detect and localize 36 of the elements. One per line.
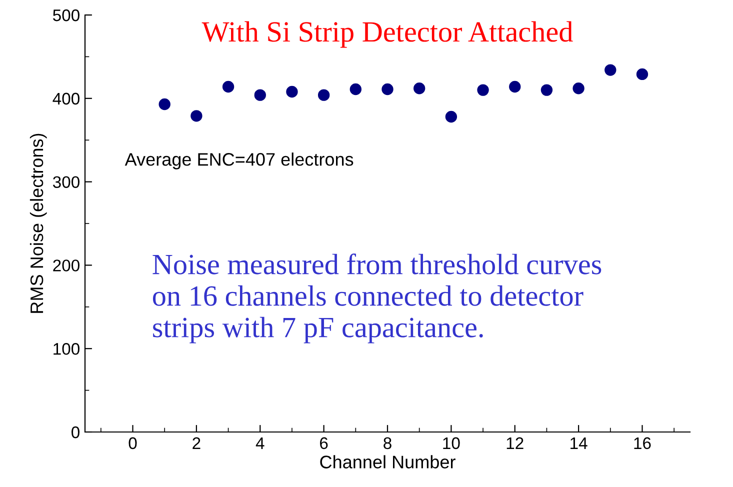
x-axis-title: Channel Number [320, 455, 456, 468]
point [572, 82, 584, 94]
point [509, 80, 521, 93]
point [477, 84, 489, 96]
y-tick-label: 300 [52, 176, 80, 188]
point [190, 110, 202, 122]
point [382, 83, 394, 96]
point [604, 64, 616, 76]
annotation: Noise measured from threshold curves on 16 channels connected to detector strips with 7 pF capacitance. [152, 254, 602, 344]
point [222, 80, 234, 93]
point [445, 110, 458, 123]
point [318, 89, 330, 101]
y-axis-title: RMS Noise (electrons) [30, 134, 47, 313]
point [254, 89, 266, 101]
x-tick-label: 0 [128, 437, 137, 450]
y-tick-label: 400 [52, 92, 80, 105]
annotation: Average ENC=407 electrons [124, 152, 354, 170]
x-tick-label: 16 [634, 437, 651, 450]
point [413, 82, 426, 94]
point [350, 83, 362, 96]
y-tick-label: 0 [72, 426, 80, 438]
y-tick-label: 200 [53, 260, 80, 272]
x-tick-label: 10 [443, 437, 460, 450]
y-tick-label: 100 [54, 343, 80, 355]
point [540, 84, 553, 96]
point [636, 68, 648, 80]
y-tick-label: 500 [53, 9, 80, 22]
x-tick-label: 12 [506, 437, 524, 449]
x-tick-label: 4 [256, 437, 264, 449]
point [158, 98, 170, 110]
x-tick-label: 2 [192, 437, 200, 449]
x-tick-label: 14 [570, 437, 588, 449]
x-tick-label: 8 [384, 437, 392, 450]
chart-title: With Si Strip Detector Attached [202, 21, 573, 48]
point [286, 86, 298, 98]
x-tick-label: 6 [320, 437, 328, 450]
